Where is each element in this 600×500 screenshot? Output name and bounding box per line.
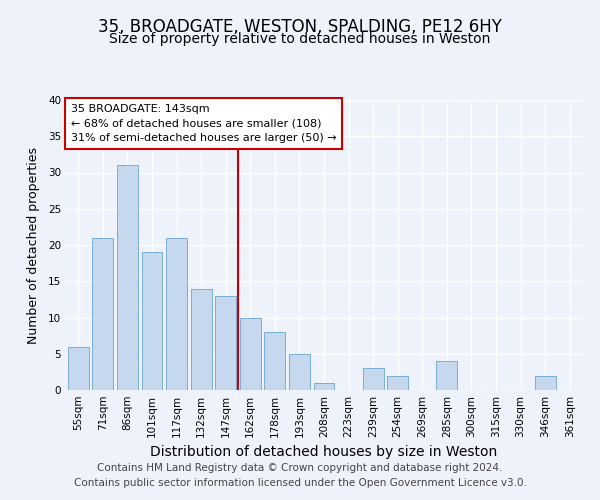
Bar (191, 288, 212, 390)
Bar (92, 238, 113, 390)
X-axis label: Distribution of detached houses by size in Weston: Distribution of detached houses by size … (151, 446, 497, 460)
Bar (68, 346, 89, 390)
Bar (240, 318, 261, 390)
Text: 35, BROADGATE, WESTON, SPALDING, PE12 6HY: 35, BROADGATE, WESTON, SPALDING, PE12 6H… (98, 18, 502, 36)
Text: Contains HM Land Registry data © Crown copyright and database right 2024.
Contai: Contains HM Land Registry data © Crown c… (74, 462, 526, 487)
Bar (535, 376, 556, 390)
Bar (436, 361, 457, 390)
Bar (142, 252, 163, 390)
Bar (289, 354, 310, 390)
Y-axis label: Number of detached properties: Number of detached properties (26, 146, 40, 344)
Bar (387, 376, 408, 390)
Bar (265, 332, 286, 390)
Bar (117, 165, 138, 390)
Bar (362, 368, 383, 390)
Bar (166, 238, 187, 390)
Text: Size of property relative to detached houses in Weston: Size of property relative to detached ho… (109, 32, 491, 46)
Bar (215, 296, 236, 390)
Bar (314, 383, 334, 390)
Text: 35 BROADGATE: 143sqm
← 68% of detached houses are smaller (108)
31% of semi-deta: 35 BROADGATE: 143sqm ← 68% of detached h… (71, 104, 337, 143)
